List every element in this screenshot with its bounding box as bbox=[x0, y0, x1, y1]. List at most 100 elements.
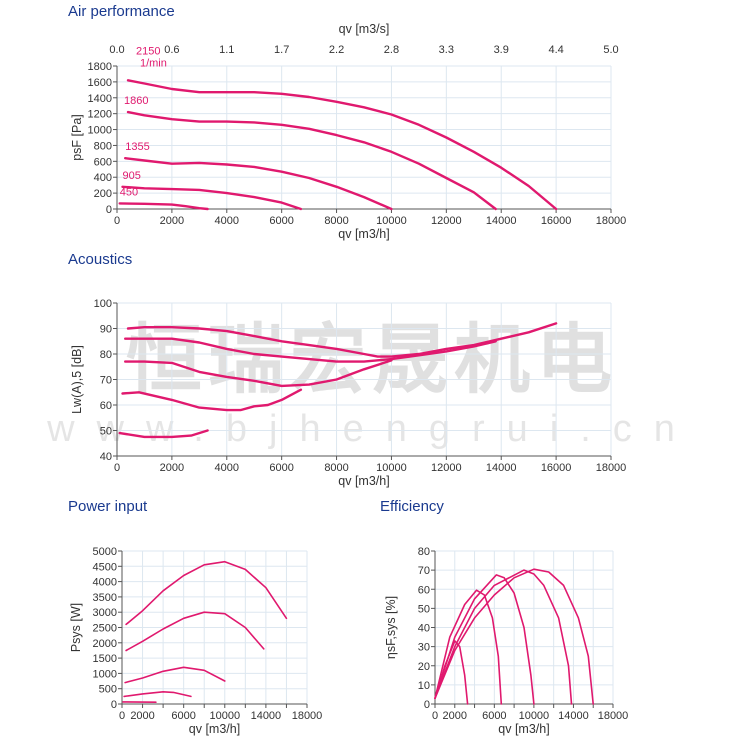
power-y-tick-label: 3500 bbox=[93, 592, 117, 604]
air-speed-unit-label: 1/min bbox=[140, 57, 167, 69]
efficiency-y-tick-label: 0 bbox=[424, 699, 430, 711]
efficiency-x-tick-label: 6000 bbox=[482, 710, 506, 722]
watermark-url-text: www.bjhengrui.cn bbox=[46, 408, 697, 450]
air-speed-label-905: 905 bbox=[122, 170, 140, 182]
air-top-tick-label: 3.9 bbox=[494, 44, 509, 56]
acoustics-x-tick-label: 0 bbox=[114, 462, 120, 474]
power-y-tick-label: 3000 bbox=[93, 607, 117, 619]
air-top-tick-label: 1.1 bbox=[219, 44, 234, 56]
air-top-tick-label: 1.7 bbox=[274, 44, 289, 56]
air-x-tick-label: 18000 bbox=[596, 215, 627, 227]
power-x-tick-label: 14000 bbox=[251, 710, 282, 722]
acoustics-x-axis-label: qv [m3/h] bbox=[338, 474, 389, 488]
air-curve-2150 bbox=[126, 79, 558, 211]
acoustics-y-tick-label: 90 bbox=[100, 324, 112, 336]
air-x-tick-label: 10000 bbox=[376, 215, 407, 227]
power-y-axis-label: Psys [W] bbox=[69, 603, 83, 652]
efficiency-x-tick-label: 18000 bbox=[598, 710, 629, 722]
efficiency-y-tick-label: 20 bbox=[418, 661, 430, 673]
power-y-tick-label: 0 bbox=[111, 699, 117, 711]
air-y-tick-label: 800 bbox=[94, 140, 112, 152]
air-y-tick-label: 0 bbox=[106, 204, 112, 216]
acoustics-x-tick-label: 14000 bbox=[486, 462, 517, 474]
acoustics-x-tick-label: 16000 bbox=[541, 462, 572, 474]
air-x-tick-label: 4000 bbox=[215, 215, 239, 227]
efficiency-curve-series-2 bbox=[434, 569, 573, 705]
acoustics-y-tick-label: 80 bbox=[100, 349, 112, 361]
power-y-tick-label: 2500 bbox=[93, 623, 117, 635]
efficiency-curve-series-5 bbox=[434, 640, 469, 705]
efficiency-y-tick-label: 60 bbox=[418, 584, 430, 596]
air-speed-label-450: 450 bbox=[120, 186, 138, 198]
power-curve-series-2 bbox=[125, 611, 265, 652]
air-top-tick-label: 5.0 bbox=[603, 44, 618, 56]
power-x-tick-label: 10000 bbox=[209, 710, 240, 722]
efficiency-curve-series-1 bbox=[434, 568, 594, 705]
air-x-tick-label: 6000 bbox=[269, 215, 293, 227]
air-x-axis-label: qv [m3/h] bbox=[338, 227, 389, 241]
acoustics-y-tick-label: 70 bbox=[100, 375, 112, 387]
acoustics-curve-series-4 bbox=[121, 388, 303, 412]
acoustics-y-tick-label: 60 bbox=[100, 400, 112, 412]
air-top-tick-label: 2.8 bbox=[384, 44, 399, 56]
acoustics-y-tick-label: 100 bbox=[94, 298, 112, 310]
air-speed-label-1355: 1355 bbox=[125, 141, 149, 153]
air-y-axis-label: psF [Pa] bbox=[70, 114, 84, 161]
air-x-tick-label: 12000 bbox=[431, 215, 462, 227]
power-x-tick-label: 2000 bbox=[130, 710, 154, 722]
efficiency-y-axis-label: ηsF,sys [%] bbox=[384, 596, 398, 659]
air-curve-905 bbox=[121, 185, 303, 211]
air-curve-450 bbox=[118, 202, 209, 211]
power-x-axis-label: qv [m3/h] bbox=[189, 722, 240, 736]
air-y-tick-label: 1200 bbox=[88, 109, 112, 121]
efficiency-title: Efficiency bbox=[380, 498, 444, 515]
power-curve-series-3 bbox=[124, 666, 226, 684]
air-top-tick-label: 0.0 bbox=[109, 44, 124, 56]
acoustics-x-tick-label: 12000 bbox=[431, 462, 462, 474]
acoustics-x-tick-label: 18000 bbox=[596, 462, 627, 474]
air-x-tick-label: 8000 bbox=[324, 215, 348, 227]
power-y-tick-label: 1000 bbox=[93, 668, 117, 680]
acoustics-x-tick-label: 6000 bbox=[269, 462, 293, 474]
air-curve-1860 bbox=[126, 110, 497, 211]
air-y-tick-label: 200 bbox=[94, 188, 112, 200]
efficiency-x-tick-label: 14000 bbox=[558, 710, 589, 722]
power-input-title: Power input bbox=[68, 498, 148, 515]
air-top-tick-label: 4.4 bbox=[548, 44, 563, 56]
power-y-tick-label: 500 bbox=[99, 684, 117, 696]
power-y-tick-label: 1500 bbox=[93, 653, 117, 665]
air-y-tick-label: 400 bbox=[94, 172, 112, 184]
efficiency-y-tick-label: 40 bbox=[418, 623, 430, 635]
acoustics-curve-series-1 bbox=[126, 322, 558, 358]
air-y-tick-label: 1600 bbox=[88, 77, 112, 89]
power-x-tick-label: 6000 bbox=[171, 710, 195, 722]
air-top-tick-label: 3.3 bbox=[439, 44, 454, 56]
power-x-tick-label: 0 bbox=[119, 710, 125, 722]
acoustics-curve-series-5 bbox=[118, 429, 209, 439]
air-y-tick-label: 600 bbox=[94, 156, 112, 168]
acoustics-curve-series-2 bbox=[124, 337, 497, 363]
power-y-tick-label: 4000 bbox=[93, 577, 117, 589]
efficiency-y-tick-label: 10 bbox=[418, 680, 430, 692]
acoustics-x-tick-label: 4000 bbox=[215, 462, 239, 474]
air-y-tick-label: 1000 bbox=[88, 125, 112, 137]
air-x-tick-label: 14000 bbox=[486, 215, 517, 227]
air-curve-1355 bbox=[124, 157, 393, 211]
efficiency-x-tick-label: 10000 bbox=[519, 710, 550, 722]
air-x-tick-label: 0 bbox=[114, 215, 120, 227]
efficiency-y-tick-label: 80 bbox=[418, 546, 430, 558]
acoustics-x-tick-label: 8000 bbox=[324, 462, 348, 474]
efficiency-y-tick-label: 30 bbox=[418, 642, 430, 654]
acoustics-x-tick-label: 2000 bbox=[160, 462, 184, 474]
air-y-tick-label: 1800 bbox=[88, 61, 112, 73]
efficiency-x-tick-label: 0 bbox=[432, 710, 438, 722]
power-y-tick-label: 2000 bbox=[93, 638, 117, 650]
efficiency-y-tick-label: 50 bbox=[418, 603, 430, 615]
air-top-tick-label: 0.6 bbox=[164, 44, 179, 56]
air-top-axis-label: qv [m3/s] bbox=[339, 22, 390, 36]
air-x-tick-label: 16000 bbox=[541, 215, 572, 227]
air-y-tick-label: 1400 bbox=[88, 93, 112, 105]
acoustics-y-tick-label: 50 bbox=[100, 426, 112, 438]
power-curve-series-4 bbox=[123, 691, 192, 698]
